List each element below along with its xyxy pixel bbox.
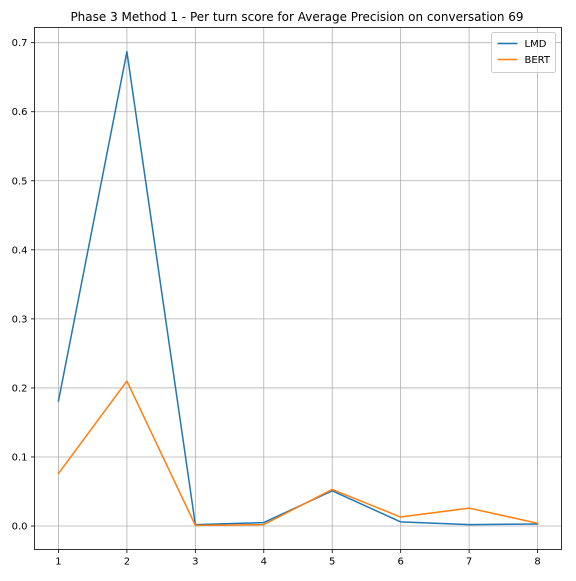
x-tick-label: 4: [261, 557, 267, 568]
y-tick-label: 0.4: [12, 245, 28, 256]
y-tick-label: 0.1: [12, 452, 28, 463]
series-lines: [57, 50, 539, 527]
series-line-lmd: [57, 50, 539, 526]
x-tick-label: 2: [124, 557, 130, 568]
chart-title: Phase 3 Method 1 - Per turn score for Av…: [70, 10, 523, 24]
series-line-bert: [57, 380, 539, 527]
x-tick-label: 8: [534, 557, 540, 568]
x-tick-label: 7: [466, 557, 472, 568]
legend-label-lmd: LMD: [525, 39, 547, 50]
x-tick-label: 3: [192, 557, 198, 568]
plot-frame: [34, 27, 562, 550]
axis-ticks: 1 2 3 4 5 6 7 8 0.0 0.1 0.2 0.3 0.4 0.5 0.6 0.7: [12, 38, 541, 567]
x-tick-label: 6: [397, 557, 403, 568]
y-tick-label: 0.3: [12, 314, 28, 325]
x-tick-label: 5: [329, 557, 335, 568]
y-tick-label: 0.0: [12, 522, 28, 533]
y-tick-label: 0.6: [12, 107, 28, 118]
y-tick-label: 0.2: [12, 383, 28, 394]
legend-box: [491, 32, 556, 73]
x-tick-label: 1: [55, 557, 61, 568]
legend: LMD BERT: [491, 32, 556, 73]
y-tick-label: 0.7: [12, 38, 28, 49]
grid-lines: [34, 27, 562, 550]
y-tick-label: 0.5: [12, 176, 28, 187]
legend-label-bert: BERT: [525, 55, 551, 66]
